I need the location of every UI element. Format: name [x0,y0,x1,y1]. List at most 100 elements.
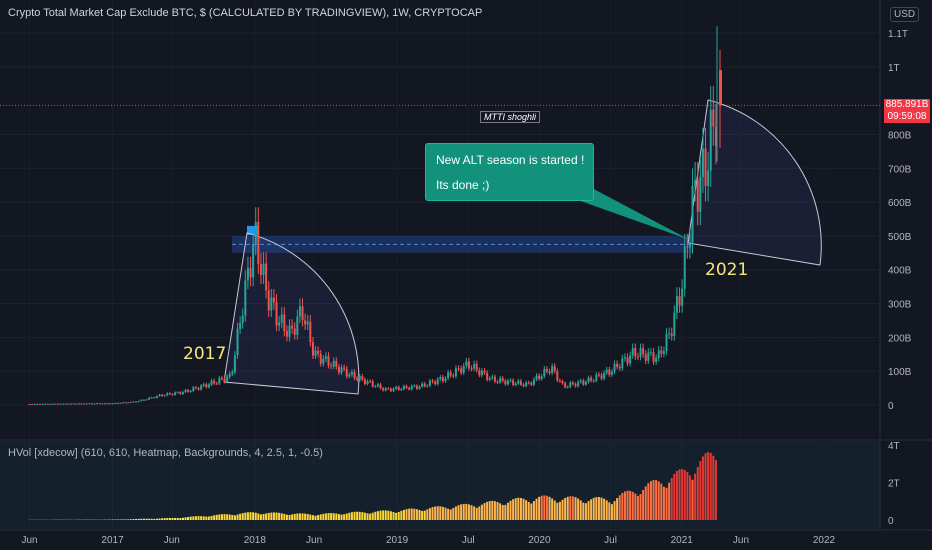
volume-bar [431,507,434,520]
candle-body [62,403,65,405]
currency-button[interactable]: USD [890,7,920,22]
candle-body [660,350,663,354]
candle-body [296,316,299,335]
time-tick-label: Jun [164,535,180,546]
candle-body [686,246,689,248]
candle-body [189,391,192,393]
candle-body [132,401,135,403]
volume-bar [132,519,135,520]
volume-bar [205,516,208,520]
candle-body [244,280,247,316]
volume-bar [415,509,418,520]
time-tick-label: 2022 [813,535,836,546]
volume-tick-label: 0 [888,516,894,527]
candle-body [358,376,361,381]
candle-body [298,306,301,317]
volume-bar [161,518,164,520]
candle-body [77,403,80,405]
candle-body [179,392,182,395]
volume-bar [454,506,457,520]
volume-bar [239,513,242,520]
volume-bar [376,511,379,520]
candle-body [90,403,93,405]
volume-bar [298,513,301,520]
candle-body [623,357,626,359]
volume-bar [709,452,712,520]
candle-body [340,367,343,373]
volume-bar [389,511,392,520]
volume-bar [322,513,325,520]
volume-bar [553,500,556,520]
candle-body [504,380,507,385]
candle-body [353,372,356,379]
volume-bar [343,514,346,520]
candle-body [267,290,270,311]
volume-bar [499,503,502,520]
candle-body [356,378,359,381]
candle-body [319,353,322,364]
candle-body [220,377,223,379]
candle-body [80,403,83,405]
candle-body [452,375,455,377]
volume-bar [220,514,223,520]
price-tick-label: 400B [888,266,912,277]
candle-body [584,382,587,385]
volume-bar [291,514,294,520]
volume-bar [119,519,122,520]
volume-bar [696,467,699,520]
volume-bar [647,483,650,520]
volume-bar [595,497,598,520]
candle-body [647,352,650,361]
volume-bar [618,495,621,520]
candle-body [665,334,668,352]
candle-body [460,368,463,373]
candle-body [496,381,499,383]
volume-bar [579,500,582,520]
volume-bar [506,502,509,520]
candle-body [519,380,522,385]
volume-bar [605,500,608,520]
volume-bar [153,518,156,520]
candle-body [610,371,613,375]
candle-body [33,403,36,405]
callout-box[interactable]: New ALT season is started ! Its done ;) [425,143,594,201]
candle-body [114,402,117,404]
candle-body [556,371,559,381]
time-tick-label: Jun [21,535,37,546]
candle-body [389,388,392,392]
candle-body [311,342,314,356]
candle-body [106,403,109,405]
volume-bar [145,518,148,520]
candle-body [634,348,637,357]
candle-body [613,363,616,372]
price-candles [28,26,722,405]
volume-bar [122,519,125,520]
candle-body [233,355,236,373]
candle-body [522,384,525,387]
candle-body [548,371,551,373]
volume-bar [434,506,437,520]
volume-bar [491,500,494,520]
candle-body [382,388,385,391]
candle-body [275,302,278,326]
candle-body [434,381,437,385]
candle-body [70,403,73,405]
volume-bar [441,506,444,520]
volume-bar [218,514,221,520]
candle-body [673,312,676,336]
volume-bar [366,513,369,520]
volume-bar [475,507,478,520]
candle-body [662,351,665,354]
candle-body [538,375,541,379]
volume-bar [668,482,671,520]
candle-body [569,382,572,387]
candle-body [577,381,580,387]
volume-bar [569,496,572,520]
candle-body [153,397,156,399]
volume-bar [545,495,548,520]
candle-body [332,360,335,367]
volume-bar [509,500,512,520]
candle-body [719,70,722,106]
candle-body [712,109,715,127]
